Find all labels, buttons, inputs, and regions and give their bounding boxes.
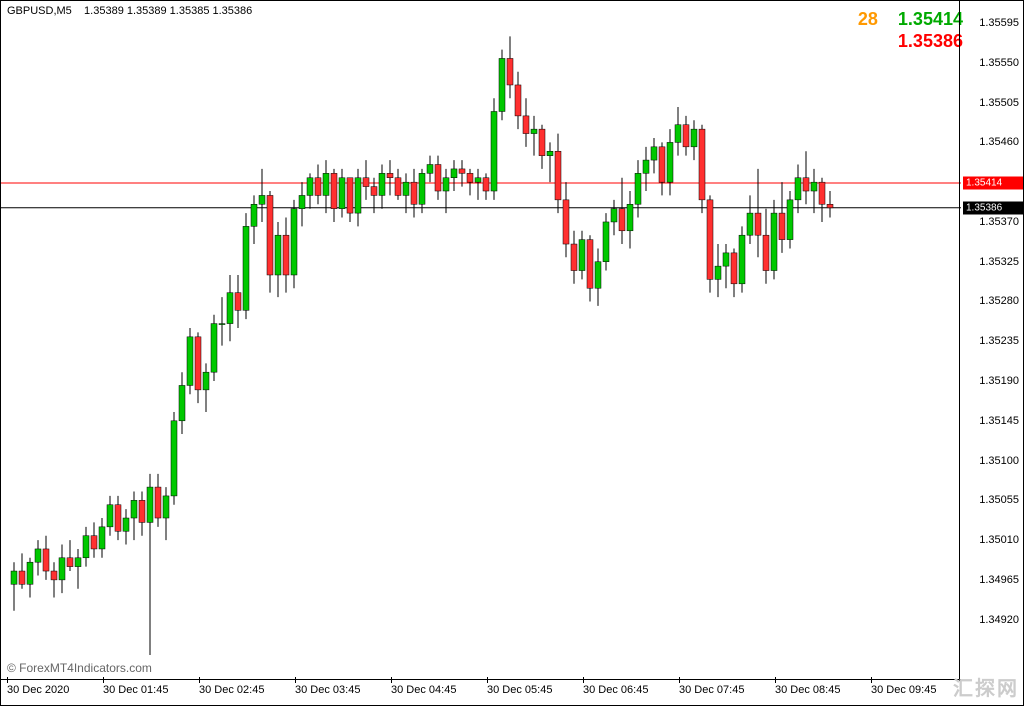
y-tick-label: 1.34920 bbox=[979, 614, 1019, 626]
y-tick-label: 1.35505 bbox=[979, 97, 1019, 109]
bid-line-label: 1.35386 bbox=[963, 201, 1023, 214]
x-tick-label: 30 Dec 06:45 bbox=[583, 684, 648, 696]
y-tick-label: 1.35100 bbox=[979, 455, 1019, 467]
y-tick-label: 1.34965 bbox=[979, 574, 1019, 586]
x-tick-label: 30 Dec 2020 bbox=[7, 684, 69, 696]
y-tick-label: 1.35550 bbox=[979, 57, 1019, 69]
price-axis: 1.35595 1.35550 1.35505 1.35460 1.35370 1.353… bbox=[959, 1, 1023, 681]
x-tick-label: 30 Dec 04:45 bbox=[391, 684, 456, 696]
ask-line-label: 1.35414 bbox=[963, 177, 1023, 190]
chart-container: GBPUSD,M5 1.35389 1.35389 1.35385 1.3538… bbox=[0, 0, 1024, 706]
time-axis: 30 Dec 2020 30 Dec 01:45 30 Dec 02:45 30 De… bbox=[1, 679, 961, 705]
y-tick-label: 1.35595 bbox=[979, 17, 1019, 29]
x-tick-label: 30 Dec 01:45 bbox=[103, 684, 168, 696]
x-tick-label: 30 Dec 02:45 bbox=[199, 684, 264, 696]
x-tick-label: 30 Dec 09:45 bbox=[871, 684, 936, 696]
y-tick-label: 1.35010 bbox=[979, 534, 1019, 546]
x-tick-label: 30 Dec 07:45 bbox=[679, 684, 744, 696]
y-tick-label: 1.35145 bbox=[979, 415, 1019, 427]
watermark-label: 汇探网 bbox=[953, 672, 1019, 701]
y-tick-label: 1.35460 bbox=[979, 136, 1019, 148]
y-tick-label: 1.35190 bbox=[979, 375, 1019, 387]
y-tick-label: 1.35280 bbox=[979, 295, 1019, 307]
y-tick-label: 1.35235 bbox=[979, 335, 1019, 347]
y-tick-label: 1.35325 bbox=[979, 256, 1019, 268]
candlestick-svg bbox=[1, 1, 961, 655]
y-tick-label: 1.35370 bbox=[979, 216, 1019, 228]
x-tick-label: 30 Dec 03:45 bbox=[295, 684, 360, 696]
x-tick-label: 30 Dec 05:45 bbox=[487, 684, 552, 696]
chart-plot-area[interactable] bbox=[1, 1, 961, 681]
x-tick-label: 30 Dec 08:45 bbox=[775, 684, 840, 696]
y-tick-label: 1.35055 bbox=[979, 494, 1019, 506]
copyright-label: © ForexMT4Indicators.com bbox=[7, 661, 152, 675]
